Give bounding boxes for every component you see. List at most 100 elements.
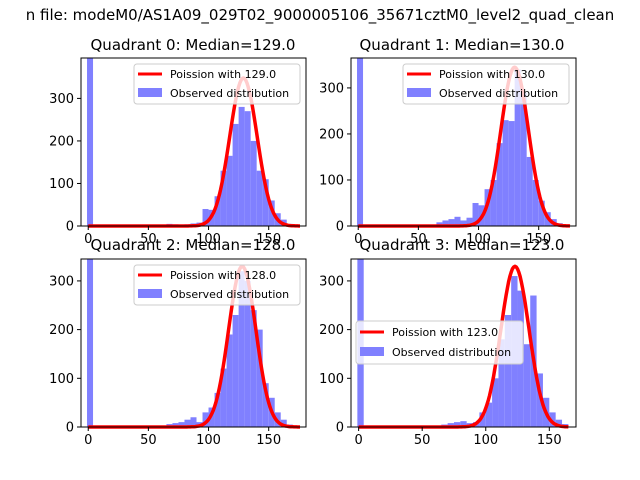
histogram-bar	[460, 421, 467, 427]
y-tick-label: 200	[319, 323, 344, 338]
histogram-bar	[549, 412, 556, 427]
histogram-bar	[492, 378, 499, 427]
legend-poisson-label: Poission with 123.0	[392, 326, 498, 339]
histogram-bar	[184, 419, 191, 427]
histogram-bar	[268, 200, 275, 226]
quadrant-1-title: Quadrant 1: Median=130.0	[360, 36, 565, 54]
x-tick-label: 150	[256, 232, 281, 247]
legend-observed-label: Observed distribution	[170, 288, 289, 301]
y-tick-label: 100	[49, 372, 74, 387]
quadrant-2-title: Quadrant 2: Median=128.0	[91, 236, 296, 254]
quadrant-3-panel: Quadrant 3: Median=123.0 0 50 100 150 0 100 20…	[319, 236, 577, 448]
figure-title: n file: modeM0/AS1A09_029T02_9000005106_…	[26, 6, 615, 25]
quadrant-1-legend: Poission with 130.0 Observed distributio…	[402, 63, 570, 105]
histogram-bar	[244, 280, 251, 427]
quadrant-0-panel: Quadrant 0: Median=129.0 0 50 100 150 0 100 20…	[49, 36, 307, 247]
histogram-bar	[490, 179, 497, 226]
x-tick-label: 150	[256, 433, 281, 448]
y-tick-label: 0	[336, 421, 344, 436]
histogram-bar	[447, 423, 454, 427]
legend-observed-label: Observed distribution	[392, 346, 511, 359]
histogram-bar	[502, 120, 509, 226]
histogram-bar	[472, 202, 479, 226]
histogram-bar	[262, 179, 269, 226]
histogram-bar	[238, 106, 245, 226]
histogram-bar	[520, 92, 527, 227]
histogram-bar	[250, 310, 257, 427]
histogram-bar	[214, 392, 221, 427]
axes-frame	[350, 258, 577, 428]
histogram-bar	[536, 373, 543, 427]
histogram-bar	[448, 219, 455, 226]
histogram-bar	[538, 200, 545, 226]
x-tick-label: 150	[526, 232, 551, 247]
quadrant-2-panel: Quadrant 2: Median=128.0 0 50 100 150 0 100 20…	[49, 236, 307, 448]
histogram-bar	[202, 412, 209, 427]
histogram-bar	[250, 140, 257, 226]
quadrant-2-legend: Poission with 128.0 Observed distributio…	[133, 264, 301, 306]
histogram-bar	[498, 339, 505, 427]
y-tick-label: 200	[49, 134, 74, 149]
histogram-bar	[214, 196, 221, 226]
histogram-bar	[485, 402, 493, 427]
histogram-bar	[190, 417, 197, 427]
histogram-bar	[172, 423, 179, 427]
y-tick-label: 200	[319, 127, 344, 142]
histogram-bar	[280, 419, 287, 427]
histogram-bar	[526, 156, 533, 226]
y-tick-label: 0	[66, 220, 74, 235]
x-tick-label: 0	[354, 232, 362, 247]
x-tick-label: 100	[473, 433, 498, 448]
x-tick-label: 50	[140, 232, 157, 247]
legend-observed-swatch	[407, 88, 431, 97]
histogram-bar	[256, 170, 263, 226]
x-tick-label: 150	[537, 433, 562, 448]
legend-poisson-label: Poission with 130.0	[439, 68, 545, 81]
axes-frame	[80, 57, 307, 227]
histogram-bar	[202, 208, 209, 226]
histogram-bar	[220, 170, 227, 226]
legend-observed-swatch	[138, 88, 162, 97]
histogram-bar	[87, 58, 94, 226]
x-tick-label: 100	[196, 232, 221, 247]
legend-poisson-label: Poission with 129.0	[170, 68, 276, 81]
histogram-bar	[460, 220, 467, 226]
histogram-bar	[238, 271, 245, 427]
histogram-bar	[454, 216, 461, 226]
histogram-bar	[262, 383, 269, 427]
x-tick-label: 100	[466, 232, 491, 247]
x-tick-label: 0	[84, 433, 92, 448]
quadrant-0-title: Quadrant 0: Median=129.0	[91, 36, 296, 54]
x-tick-label: 0	[354, 433, 362, 448]
histogram-bar	[453, 422, 461, 427]
quadrant-3-title: Quadrant 3: Median=123.0	[360, 236, 565, 254]
x-tick-label: 50	[414, 433, 431, 448]
histogram-bar	[232, 315, 239, 427]
quadrant-3-legend: Poission with 123.0 Observed distributio…	[355, 320, 524, 365]
y-tick-label: 0	[66, 421, 74, 436]
legend-observed-swatch	[138, 289, 162, 298]
histogram-bar	[256, 329, 263, 427]
legend-poisson-label: Poission with 128.0	[170, 269, 276, 282]
histogram-bar	[357, 58, 364, 226]
histogram-bar	[466, 217, 473, 226]
axes-frame	[80, 258, 307, 428]
histogram-bar	[178, 422, 185, 427]
x-tick-label: 0	[84, 232, 92, 247]
histogram-bar	[436, 222, 443, 226]
y-tick-label: 100	[319, 173, 344, 188]
histogram-bar	[514, 69, 521, 226]
legend-box	[355, 320, 524, 365]
histogram-bar	[244, 111, 251, 226]
histogram-bar	[496, 143, 503, 226]
histogram-bar	[226, 334, 233, 427]
axes-frame	[350, 57, 577, 227]
y-tick-label: 0	[336, 220, 344, 235]
histogram-bar	[232, 123, 239, 226]
quadrant-1-panel: Quadrant 1: Median=130.0 0 50 100 150 0 100 20…	[319, 36, 577, 247]
x-tick-label: 50	[140, 433, 157, 448]
legend-observed-swatch	[360, 347, 384, 356]
histogram-bar	[532, 179, 539, 226]
histogram-bar	[523, 344, 531, 427]
